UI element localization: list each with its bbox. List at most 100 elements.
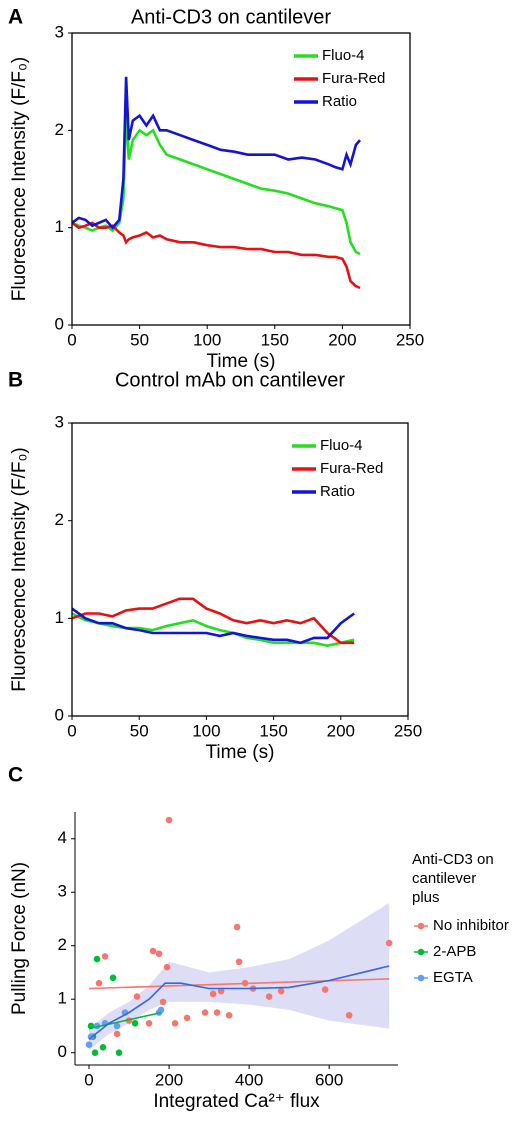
data-line <box>71 221 361 290</box>
x-tick-label: 150 <box>261 330 289 349</box>
data-point <box>157 1006 165 1014</box>
x-tick-label: 100 <box>193 330 221 349</box>
data-point <box>277 987 285 995</box>
legend-title: Anti-CD3 on <box>412 851 494 868</box>
fit-line <box>88 1011 162 1030</box>
data-point <box>345 1011 353 1019</box>
data-point <box>265 993 273 1000</box>
legend-label: Fluo-4 <box>320 437 363 454</box>
legend-label: Fluo-4 <box>322 47 365 64</box>
legend-swatch <box>417 948 425 956</box>
fit-line <box>88 978 390 990</box>
data-line <box>71 76 361 230</box>
y-tick-label: 1 <box>55 217 64 236</box>
x-tick-label: 200 <box>155 1070 183 1089</box>
x-tick-label: 200 <box>328 330 356 349</box>
x-tick-label: 0 <box>84 1070 93 1089</box>
x-tick-label: 250 <box>394 721 422 740</box>
y-axis-label: Pulling Force (nN) <box>9 862 30 1015</box>
y-tick-label: 3 <box>55 22 64 41</box>
x-tick-label: 600 <box>315 1070 343 1089</box>
confidence-band <box>89 902 390 1050</box>
data-point <box>93 955 101 963</box>
plot-frame <box>71 422 409 717</box>
legend-swatch <box>417 974 425 982</box>
legend-label: No inhibitor <box>433 917 509 934</box>
legend-label: 2-APB <box>433 943 476 960</box>
data-point <box>233 923 241 931</box>
data-point <box>201 1009 209 1016</box>
x-tick-label: 150 <box>259 721 287 740</box>
data-line <box>71 110 361 256</box>
legend-title: cantilever <box>412 870 476 887</box>
legend-label: Ratio <box>322 93 357 110</box>
x-axis-label: Time (s) <box>207 351 276 372</box>
data-point <box>213 1009 221 1016</box>
x-axis-label: Time (s) <box>206 742 275 763</box>
panel-letter: C <box>8 764 23 787</box>
x-tick-label: 0 <box>67 721 76 740</box>
chart-title: Control mAb on cantilever <box>115 369 345 391</box>
legend-swatch <box>417 922 425 930</box>
legend-label: Fura-Red <box>320 460 383 477</box>
data-point <box>95 979 103 987</box>
data-point <box>109 974 117 982</box>
y-tick-label: 0 <box>55 705 64 724</box>
plot-frame <box>71 32 411 326</box>
data-point <box>385 939 393 947</box>
data-point <box>321 986 329 993</box>
data-point <box>165 816 173 824</box>
data-point <box>85 1041 93 1048</box>
data-point <box>217 987 225 995</box>
data-point <box>149 947 157 955</box>
legend-label: Fura-Red <box>322 70 385 87</box>
data-point <box>235 958 243 966</box>
y-tick-label: 0 <box>55 314 64 333</box>
y-tick-label: 0 <box>58 1042 67 1061</box>
data-point <box>113 1030 121 1038</box>
panel-letter: A <box>8 6 23 29</box>
legend-title: plus <box>412 889 440 906</box>
y-tick-label: 3 <box>55 412 64 431</box>
data-point <box>145 1019 153 1027</box>
data-point <box>115 1049 123 1056</box>
y-tick-label: 1 <box>58 989 67 1008</box>
y-tick-label: 3 <box>58 882 67 901</box>
x-tick-label: 200 <box>327 721 355 740</box>
y-tick-label: 4 <box>58 828 67 847</box>
data-point <box>163 963 171 971</box>
x-tick-label: 250 <box>396 330 424 349</box>
legend-label: Ratio <box>320 483 355 500</box>
panel-letter: B <box>8 369 23 392</box>
y-tick-label: 2 <box>55 510 64 529</box>
data-point <box>155 950 163 958</box>
chart-title: Anti-CD3 on cantilever <box>131 6 331 28</box>
y-tick-label: 1 <box>55 608 64 627</box>
y-tick-label: 2 <box>55 120 64 139</box>
data-point <box>91 1049 99 1056</box>
x-tick-label: 100 <box>192 721 220 740</box>
data-point <box>133 993 141 1000</box>
data-point <box>159 998 167 1006</box>
x-axis-label: Integrated Ca²⁺ flux <box>153 1091 320 1112</box>
data-point <box>209 990 217 998</box>
x-tick-label: 50 <box>130 721 149 740</box>
x-tick-label: 400 <box>235 1070 263 1089</box>
data-line <box>71 607 355 645</box>
legend-label: EGTA <box>433 969 473 986</box>
y-axis-label: Fluorescence Intensity (F/F₀) <box>9 57 30 301</box>
data-point <box>171 1019 179 1027</box>
fit-line <box>88 965 390 1040</box>
data-line <box>71 612 355 648</box>
y-tick-label: 2 <box>58 935 67 954</box>
data-point <box>183 1014 191 1022</box>
data-point <box>225 1011 233 1019</box>
data-point <box>99 1044 107 1051</box>
data-line <box>71 597 355 645</box>
x-tick-label: 50 <box>130 330 149 349</box>
y-axis-label: Fluorescence Intensity (F/F₀) <box>9 447 30 691</box>
x-tick-label: 0 <box>67 330 76 349</box>
data-point <box>113 1022 121 1030</box>
data-point <box>101 953 109 960</box>
